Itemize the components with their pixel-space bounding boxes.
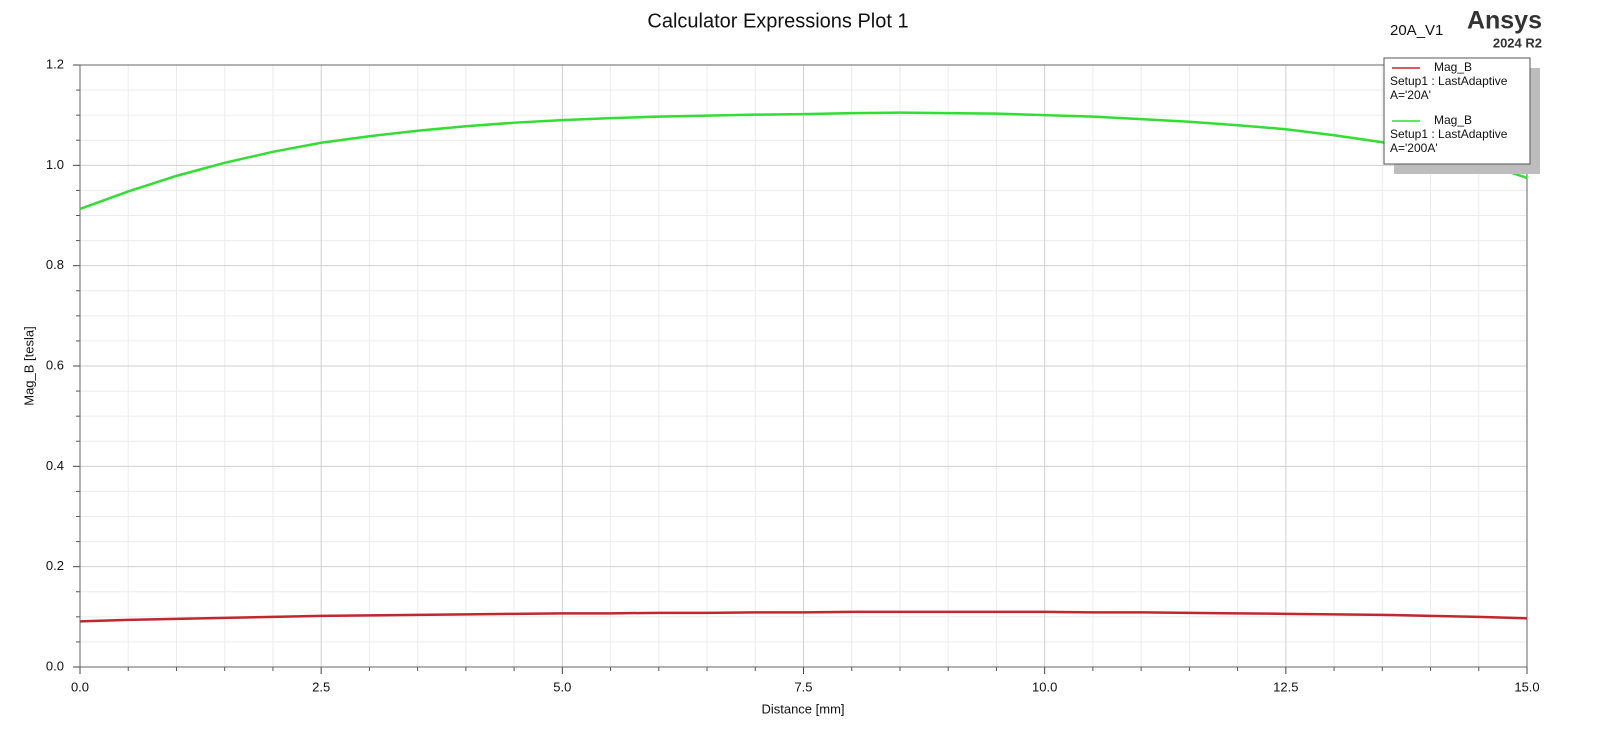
x-axis-label: Distance [mm]	[761, 701, 844, 716]
design-name: 20A_V1	[1390, 22, 1443, 39]
x-tick-label: 15.0	[1514, 679, 1539, 694]
y-tick-label: 0.4	[46, 458, 64, 473]
y-tick-label: 0.8	[46, 257, 64, 272]
x-tick-label: 7.5	[794, 679, 812, 694]
brand: Ansys	[1467, 7, 1542, 35]
y-axis-label: Mag_B [tesla]	[21, 326, 36, 406]
legend-label: Mag_B	[1434, 113, 1472, 127]
legend-setup: Setup1 : LastAdaptive	[1390, 127, 1508, 141]
legend-label: Mag_B	[1434, 60, 1472, 74]
y-tick-label: 0.0	[46, 658, 64, 673]
x-tick-label: 10.0	[1032, 679, 1057, 694]
plot-frame	[79, 64, 1528, 668]
data-line	[79, 111, 1528, 211]
legend-variation: A='200A'	[1390, 141, 1438, 155]
x-tick-label: 12.5	[1273, 679, 1298, 694]
legend-box	[1383, 57, 1531, 165]
x-tick-label: 0.0	[71, 679, 89, 694]
legend-setup: Setup1 : LastAdaptive	[1390, 74, 1508, 88]
chart-title: Calculator Expressions Plot 1	[647, 10, 908, 32]
version: 2024 R2	[1493, 35, 1542, 50]
data-line	[79, 610, 1528, 623]
y-tick-label: 1.0	[46, 157, 64, 172]
y-tick-label: 1.2	[46, 56, 64, 71]
legend-variation: A='20A'	[1390, 88, 1431, 102]
y-tick-label: 0.6	[46, 357, 64, 372]
x-tick-label: 5.0	[553, 679, 571, 694]
y-tick-label: 0.2	[46, 558, 64, 573]
x-tick-label: 2.5	[312, 679, 330, 694]
